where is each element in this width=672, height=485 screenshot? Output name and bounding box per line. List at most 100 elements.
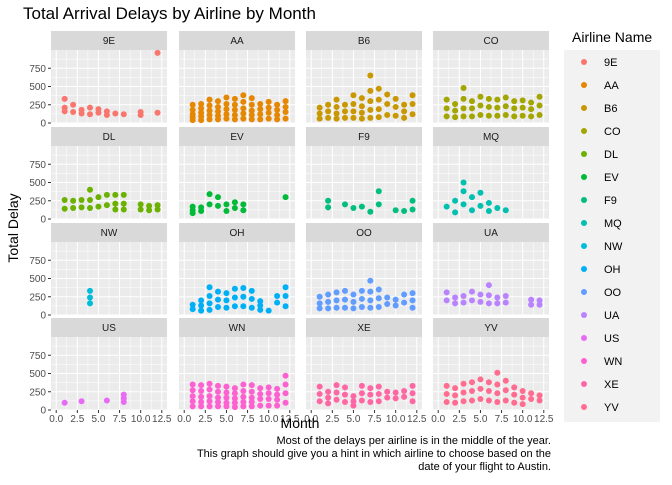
data-point <box>494 96 501 103</box>
data-point <box>468 288 475 295</box>
facet-panel-OO: OO <box>306 223 422 316</box>
facet-strip <box>51 31 167 50</box>
data-point <box>265 390 272 397</box>
data-point <box>248 287 255 294</box>
facet-strip-label: OH <box>230 228 245 239</box>
legend-label: XE <box>604 379 619 391</box>
facet-strip-label: US <box>102 323 116 334</box>
facet-strip-label: OO <box>356 228 372 239</box>
facet-panel-DL: DL 0 250 500 750 <box>29 127 167 226</box>
data-point <box>316 110 323 117</box>
data-point <box>468 388 475 395</box>
data-point <box>358 303 365 310</box>
y-tick-label: 0 <box>40 406 46 417</box>
legend-item-NW: NW <box>581 241 623 253</box>
facet-strip-label: EV <box>230 132 244 143</box>
data-point <box>61 95 68 102</box>
data-point <box>341 296 348 303</box>
data-point <box>460 84 467 91</box>
data-point <box>274 402 281 409</box>
data-point <box>350 393 357 400</box>
data-point <box>333 297 340 304</box>
legend-item-MQ: MQ <box>581 218 622 230</box>
data-point <box>494 205 501 212</box>
legend-key <box>581 59 587 65</box>
data-point <box>70 205 77 212</box>
data-point <box>257 302 264 309</box>
facet-strip <box>306 31 422 50</box>
data-point <box>384 388 391 395</box>
legend-item-DL: DL <box>581 149 618 161</box>
legend-key <box>581 289 587 295</box>
data-point <box>206 306 213 313</box>
facet-plot-area: 0 250 500 750 <box>29 146 167 226</box>
facet-panel-9E: 9E 0 250 500 750 <box>29 31 167 130</box>
data-point <box>409 297 416 304</box>
facet-panel-WN: WN 0.0 2.5 5.0 7.5 10.0 12.5 <box>177 318 300 425</box>
legend-item-YV: YV <box>581 402 619 414</box>
data-point <box>485 103 492 110</box>
x-tick-label: 0.0 <box>49 414 63 425</box>
data-point <box>468 207 475 214</box>
data-point <box>392 296 399 303</box>
data-point <box>248 388 255 395</box>
data-point <box>485 292 492 299</box>
facet-panel-US: US 0 250 500 750 0.0 2.5 5.0 7.5 10.0 12.5 <box>29 318 172 425</box>
legend-key <box>581 266 587 272</box>
data-point <box>375 85 382 92</box>
legend-key <box>581 358 587 364</box>
data-point <box>223 111 230 118</box>
facet-strip <box>179 318 295 337</box>
data-point <box>231 390 238 397</box>
data-point <box>112 191 119 198</box>
data-point <box>120 200 127 207</box>
facet-panel-MQ: MQ <box>433 127 549 220</box>
data-point <box>61 197 68 204</box>
data-point <box>468 297 475 304</box>
data-point <box>519 388 526 395</box>
caption-line-2: This graph should give you a hint in whi… <box>197 448 551 460</box>
facet-plot-area <box>433 50 549 124</box>
data-point <box>485 95 492 102</box>
x-axis-title: Month <box>281 415 320 431</box>
legend-items: 9E AA B6 CO DL EV F9 MQ NW OH OO UA US WN XE YV <box>581 57 623 414</box>
legend-label: CO <box>604 126 621 138</box>
data-point <box>536 111 543 118</box>
data-point <box>282 303 289 310</box>
data-point <box>248 394 255 401</box>
facet-strip <box>179 31 295 50</box>
data-point <box>214 382 221 389</box>
legend-label: F9 <box>604 195 617 207</box>
data-point <box>274 396 281 403</box>
data-point <box>137 201 144 208</box>
facet-plot-area: 0.0 2.5 5.0 7.5 10.0 12.5 <box>304 337 427 425</box>
data-point <box>223 106 230 113</box>
facet-strip <box>433 223 549 242</box>
data-point <box>189 393 196 400</box>
x-tick-label: 10.0 <box>259 414 279 425</box>
data-point <box>502 293 509 300</box>
data-point <box>316 115 323 122</box>
x-tick-label: 0.0 <box>177 414 191 425</box>
data-point <box>214 394 221 401</box>
data-point <box>375 390 382 397</box>
data-point <box>443 398 450 405</box>
data-point <box>198 297 205 304</box>
data-point <box>511 113 518 120</box>
x-tick-label: 7.5 <box>368 414 382 425</box>
data-point <box>231 395 238 402</box>
data-point <box>257 101 264 108</box>
data-point <box>477 376 484 383</box>
data-point <box>265 109 272 116</box>
data-point <box>214 288 221 295</box>
data-point <box>265 98 272 105</box>
legend-item-OH: OH <box>581 264 621 276</box>
data-point <box>274 385 281 392</box>
data-point <box>485 388 492 395</box>
data-point <box>240 201 247 208</box>
data-point <box>274 106 281 113</box>
facet-panel-EV: EV <box>179 127 295 220</box>
y-tick-label: 500 <box>29 274 46 285</box>
data-point <box>95 194 102 201</box>
data-point <box>198 382 205 389</box>
